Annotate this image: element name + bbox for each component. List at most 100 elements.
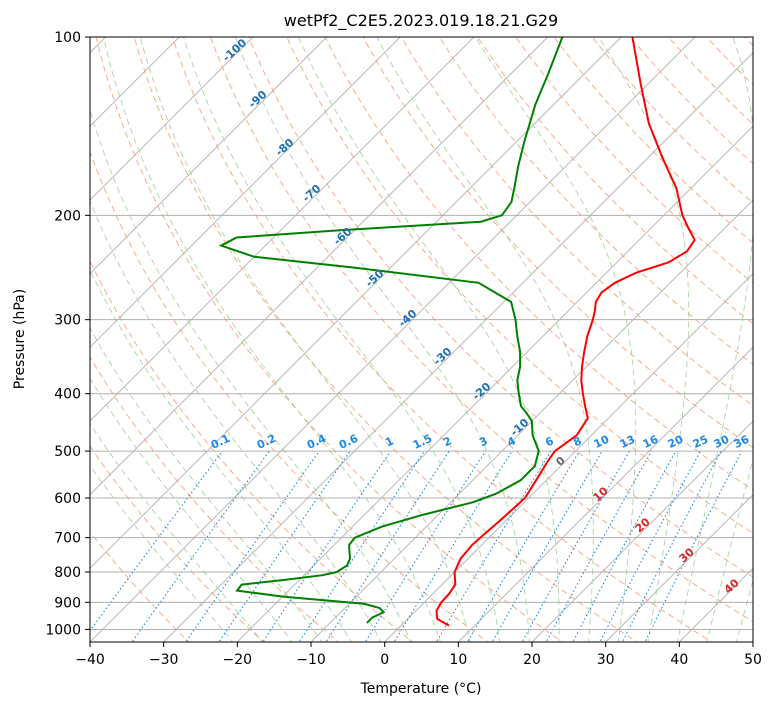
mixing-ratio-label: 13	[618, 433, 637, 451]
dry-adiabat-line	[90, 259, 414, 642]
y-tick-label: 800	[54, 565, 81, 581]
moist-adiabat-line	[139, 37, 471, 642]
line-labels: -100-90-80-70-60-50-40-30-20-10010203040…	[209, 36, 752, 596]
y-tick-label: 600	[54, 491, 81, 507]
dry-adiabat-label: -30	[431, 345, 455, 368]
y-tick-label: 300	[54, 313, 81, 329]
dry-adiabat-line	[744, 37, 753, 47]
moist-adiabat-line	[90, 109, 412, 642]
dry-adiabat-line	[515, 37, 753, 284]
dry-adiabat-label: -100	[220, 36, 249, 64]
x-tick-label: 50	[744, 652, 762, 668]
mixing-ratio-line	[466, 450, 580, 642]
mixing-ratio-line	[572, 450, 677, 642]
isotherm-line	[90, 37, 401, 348]
dry-adiabat-label: -70	[300, 182, 324, 205]
isotherm-line	[752, 641, 753, 642]
dry-adiabat-label: -20	[470, 380, 494, 403]
dry-adiabat-label: -60	[331, 225, 355, 248]
y-tick-label: 200	[54, 208, 81, 224]
isotherm-line	[383, 273, 753, 642]
isotherm-line	[90, 37, 328, 275]
moist-adiabat-line	[90, 199, 382, 642]
temperature-line	[435, 37, 696, 627]
isotherm-line	[90, 37, 180, 127]
x-axis-label: Temperature (°C)	[360, 681, 482, 697]
dry-adiabat-line	[705, 37, 753, 86]
dry-adiabat-line	[400, 37, 753, 407]
moist-adiabat-line	[103, 37, 441, 642]
mixing-ratio-line	[90, 450, 223, 632]
mixing-ratio-line	[185, 450, 320, 642]
mixing-ratio-label: 30	[712, 433, 732, 451]
moist-adiabat-line	[90, 422, 263, 642]
dry-adiabat-line	[133, 37, 638, 642]
mixing-ratio-label: 36	[732, 433, 752, 451]
mixing-ratio-line	[325, 450, 450, 642]
y-axis-label: Pressure (hPa)	[12, 289, 28, 389]
x-tick-label: −40	[75, 652, 105, 668]
dry-adiabat-line	[667, 37, 753, 125]
moist-adiabat-label: 20	[633, 515, 653, 535]
moist-adiabat-label: 40	[722, 576, 742, 596]
dry-adiabat-line	[90, 150, 489, 642]
axes: −40 −30 −20 −10 0 10 20 30 40 5010020030040050060…	[45, 30, 762, 668]
isotherm-line	[90, 37, 475, 422]
mixing-ratio-line	[364, 450, 486, 642]
y-tick-label: 400	[54, 387, 81, 403]
background-lines	[90, 24, 775, 645]
moist-adiabat-line	[475, 37, 637, 642]
profile-lines	[218, 37, 696, 627]
dry-adiabat-line	[438, 37, 753, 365]
x-tick-label: 10	[449, 652, 467, 668]
mixing-ratio-label: 0.4	[305, 432, 328, 452]
isotherm-line	[236, 125, 753, 642]
pressure-gridlines	[90, 37, 753, 630]
isotherm-line	[90, 37, 254, 201]
x-tick-label: −30	[149, 652, 179, 668]
y-tick-label: 700	[54, 531, 81, 547]
x-tick-label: 20	[523, 652, 541, 668]
mixing-ratio-label: 10	[592, 433, 612, 451]
isotherm-line	[531, 420, 753, 642]
dry-adiabat-label: -80	[273, 136, 297, 159]
mixing-ratio-label: 6	[543, 434, 556, 449]
mixing-ratio-label: 0.2	[255, 432, 278, 452]
dry-adiabat-label: -90	[246, 88, 270, 111]
x-tick-label: −10	[296, 652, 326, 668]
y-tick-label: 900	[54, 595, 81, 611]
moist-adiabat-line	[376, 37, 594, 642]
x-tick-label: −20	[223, 652, 253, 668]
x-tick-label: 30	[597, 652, 615, 668]
dry-adiabat-line	[770, 24, 775, 645]
isotherm-line	[90, 37, 622, 569]
mixing-ratio-label: 3	[477, 434, 489, 449]
dry-adiabat-line	[324, 37, 753, 491]
mixing-ratio-line	[218, 450, 351, 642]
mixing-ratio-line	[298, 450, 425, 642]
mixing-ratio-label: 8	[571, 434, 583, 449]
isotherm-line	[310, 199, 753, 642]
y-tick-label: 100	[54, 30, 81, 46]
isotherm-line	[162, 52, 753, 642]
moist-adiabat-line	[90, 269, 352, 642]
isotherm-line	[90, 37, 696, 642]
dry-adiabat-line	[362, 37, 753, 449]
mixing-ratio-line	[131, 450, 270, 642]
mixing-ratio-line	[393, 450, 513, 642]
mixing-ratio-label: 2	[441, 434, 453, 449]
moist-adiabat-line	[90, 464, 234, 642]
mixing-ratio-line	[599, 450, 701, 642]
dewpoint-line	[218, 37, 564, 624]
mixing-ratio-label: 1	[383, 434, 395, 449]
mixing-ratio-line	[644, 450, 743, 642]
mixing-ratio-label: 25	[691, 433, 710, 451]
mixing-ratio-label: 16	[641, 433, 661, 451]
moist-adiabat-line	[183, 37, 501, 642]
y-tick-label: 500	[54, 444, 81, 460]
moist-adiabat-line	[736, 578, 753, 642]
isotherm-line	[604, 493, 753, 642]
mixing-ratio-line	[262, 450, 392, 642]
mixing-ratio-line	[435, 450, 552, 642]
